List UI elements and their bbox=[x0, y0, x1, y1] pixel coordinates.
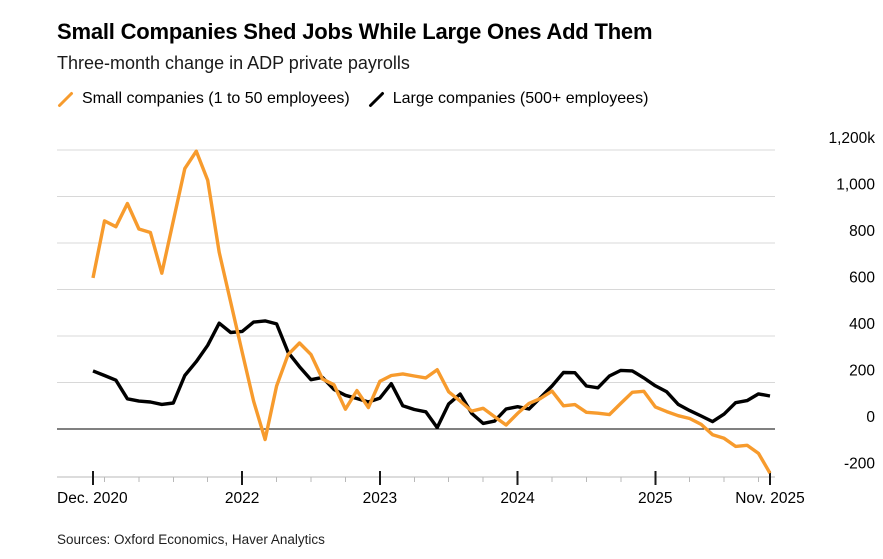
y-axis-labels: 1,200k 1,000 800 600 400 200 0 -200 bbox=[828, 130, 875, 473]
legend-item-large-companies: Large companies (500+ employees) bbox=[368, 90, 649, 108]
source-attribution: Sources: Oxford Economics, Haver Analyti… bbox=[57, 532, 325, 547]
y-axis-label: 1,200k bbox=[828, 130, 875, 147]
y-axis-label: 0 bbox=[866, 409, 875, 426]
chart-legend: Small companies (1 to 50 employees) Larg… bbox=[57, 90, 648, 108]
x-axis-label: 2022 bbox=[225, 490, 259, 507]
x-axis-label: 2025 bbox=[638, 490, 672, 507]
x-axis-label: Dec. 2020 bbox=[57, 490, 128, 507]
series-small-companies-line bbox=[91, 149, 772, 475]
legend-label-small-companies: Small companies (1 to 50 employees) bbox=[82, 90, 350, 107]
y-axis-label: 600 bbox=[849, 270, 875, 287]
x-axis-label: 2024 bbox=[500, 490, 535, 507]
series-large-companies-line bbox=[92, 319, 771, 430]
x-axis-label: 2023 bbox=[363, 490, 397, 507]
legend-label-large-companies: Large companies (500+ employees) bbox=[392, 90, 649, 107]
x-axis: Dec. 2020 2022 2023 2024 2025 Nov. 2025 bbox=[57, 471, 805, 507]
y-axis-label: 200 bbox=[849, 363, 875, 380]
gridlines bbox=[57, 149, 775, 430]
x-axis-label: Nov. 2025 bbox=[735, 490, 805, 507]
chart-subtitle: Three-month change in ADP private payrol… bbox=[57, 53, 410, 73]
chart-title: Small Companies Shed Jobs While Large On… bbox=[57, 19, 653, 44]
y-axis-label: -200 bbox=[844, 456, 875, 473]
chart-header: Small Companies Shed Jobs While Large On… bbox=[57, 18, 863, 74]
legend-item-small-companies: Small companies (1 to 50 employees) bbox=[57, 90, 350, 108]
y-axis-label: 400 bbox=[849, 316, 875, 333]
y-axis-label: 800 bbox=[849, 223, 875, 240]
black-slash-icon bbox=[368, 91, 384, 107]
orange-slash-icon bbox=[58, 91, 73, 107]
y-axis-label: 1,000 bbox=[836, 177, 875, 194]
